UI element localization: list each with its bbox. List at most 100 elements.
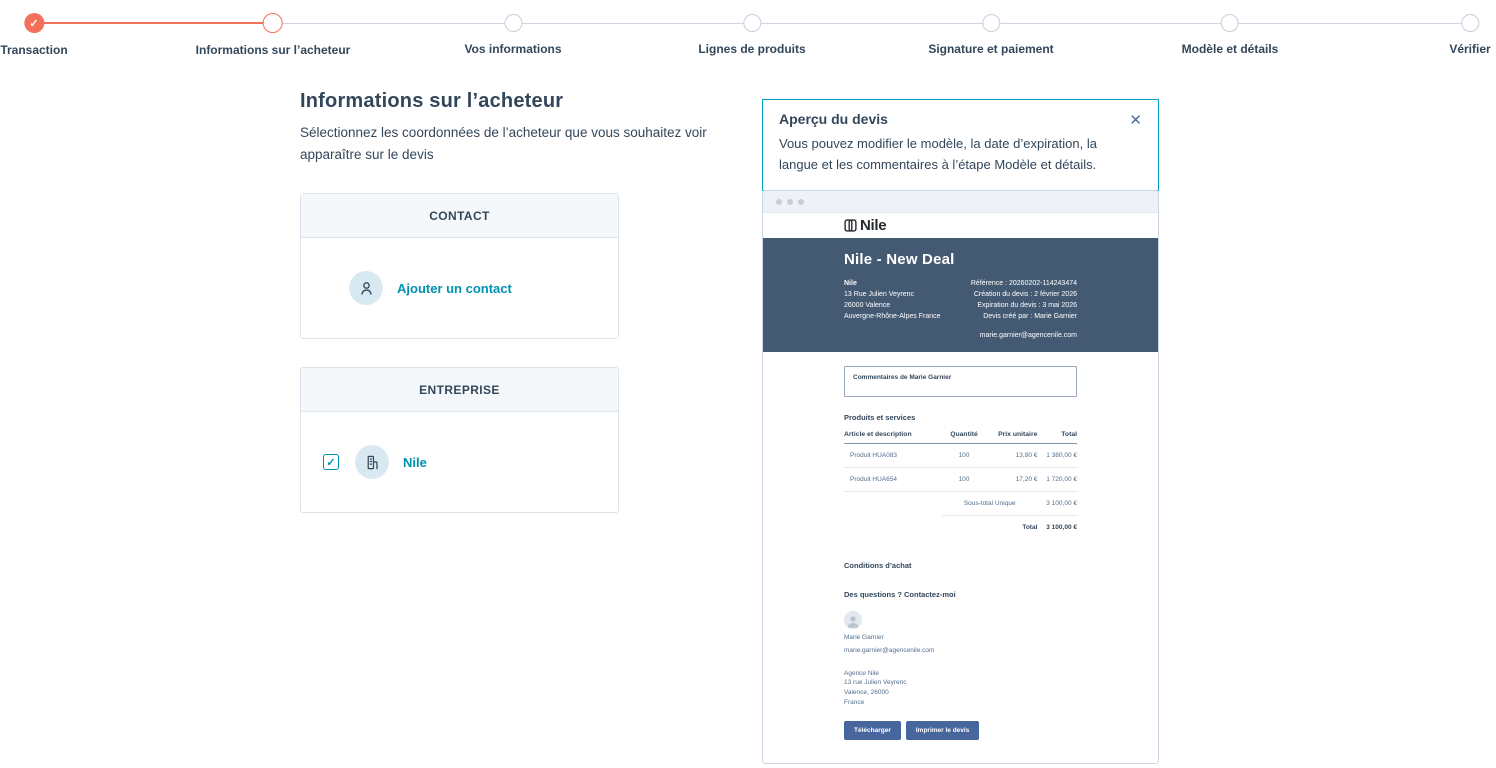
step-circle: [1460, 14, 1479, 32]
step-signature-paiement[interactable]: Signature et paiement: [928, 13, 1054, 56]
step-vos-informations[interactable]: Vos informations: [464, 13, 562, 56]
subtotal-value: 3 100,00 €: [1037, 491, 1077, 517]
window-dot: [798, 198, 804, 205]
quote-body: Commentaires de Marie Garnier Produits e…: [763, 352, 1158, 740]
quote-created-date: Création du devis : 2 février 2026: [973, 290, 1077, 298]
quote-title: Nile - New Deal: [844, 251, 955, 268]
conditions-heading: Conditions d’achat: [844, 561, 912, 571]
contact-avatar: [349, 271, 383, 306]
company-card-header: ENTREPRISE: [301, 368, 618, 413]
table-header-row: Article et description Quantité Prix uni…: [844, 431, 1077, 445]
quote-expiration-date: Expiration du devis : 3 mai 2026: [977, 301, 1077, 309]
step-circle: [1220, 14, 1239, 32]
quote-logo-text: Nile: [860, 217, 887, 234]
add-contact-link[interactable]: Ajouter un contact: [397, 280, 512, 296]
step-circle: [743, 14, 761, 32]
product-row: Produit HUA083 100 13,80 € 1 380,00 €: [844, 443, 1077, 469]
step-modele-details[interactable]: Modèle et détails: [1181, 13, 1279, 56]
subtotal-label: Sous-total Unique: [941, 491, 1038, 517]
col-unit-price: Prix unitaire: [986, 431, 1038, 445]
seller-address-line: Auvergne-Rhône-Alpes France: [844, 312, 941, 320]
col-total: Total: [1037, 431, 1077, 445]
print-quote-button[interactable]: Imprimer le devis: [905, 720, 980, 740]
products-heading: Produits et services: [844, 413, 916, 423]
seller-address-line: 26000 Valence: [844, 301, 891, 309]
agency-address-block: Agence Nile 13 rue Julien Veyrenc Valenc…: [844, 669, 1077, 708]
company-checkbox[interactable]: ✓: [323, 454, 339, 471]
col-quantity: Quantité: [941, 431, 987, 445]
total-row: Total 3 100,00 €: [844, 516, 1077, 540]
quote-created-by: Devis créé par : Marie Garnier: [983, 312, 1077, 320]
step-verifier[interactable]: Vérifier: [1449, 13, 1491, 56]
product-qty: 100: [941, 443, 987, 469]
person-silhouette-icon: [847, 616, 859, 629]
browser-chrome-bar: [763, 191, 1158, 213]
step-informations-acheteur[interactable]: Informations sur l’acheteur: [196, 13, 350, 57]
step-label: Modèle et détails: [1181, 42, 1279, 56]
step-label: Vos informations: [464, 42, 562, 56]
connector-upcoming: [273, 22, 1470, 24]
download-button[interactable]: Télécharger: [844, 720, 901, 740]
check-icon: ✓: [29, 17, 39, 30]
quote-reference: Référence : 20260202-114243474: [970, 280, 1077, 287]
person-icon: [360, 281, 372, 295]
company-link[interactable]: Nile: [403, 454, 427, 470]
step-completed-circle: ✓: [23, 13, 44, 33]
alert-body: Vous pouvez modifier le modèle, la date …: [779, 136, 1097, 173]
close-icon[interactable]: ✕: [1129, 112, 1142, 129]
company-card: ENTREPRISE ✓ Nile: [300, 367, 619, 514]
rep-name: Marie Garnier: [844, 634, 884, 642]
step-circle: [982, 14, 1000, 32]
comments-box: Commentaires de Marie Garnier: [844, 366, 1077, 398]
product-row: Produit HUA654 100 17,20 € 1 720,00 €: [844, 467, 1077, 493]
window-dot: [776, 198, 782, 205]
contact-card-header: CONTACT: [301, 194, 618, 239]
seller-address-block: Nile 13 Rue Julien Veyrenc 26000 Valence…: [844, 279, 941, 322]
quote-meta-block: Référence : 20260202-114243474 Création …: [971, 279, 1077, 322]
quote-preview-frame: Nile Nile - New Deal Nile 13 Rue Julien …: [762, 190, 1159, 764]
step-label: Transaction: [0, 43, 68, 57]
product-total: 1 380,00 €: [1037, 443, 1077, 469]
quote-preview-alert: Aperçu du devis Vous pouvez modifier le …: [762, 99, 1159, 191]
connector-completed: [34, 22, 273, 24]
step-circle: [504, 14, 522, 32]
agency-address-line: 13 rue Julien Veyrenc: [844, 679, 907, 687]
questions-heading: Des questions ? Contactez-moi: [844, 590, 956, 600]
seller-address-line: 13 Rue Julien Veyrenc: [844, 290, 915, 298]
check-icon: ✓: [326, 456, 336, 469]
building-icon: [367, 455, 378, 469]
product-name: Produit HUA654: [844, 467, 942, 493]
step-transaction[interactable]: ✓ Transaction: [0, 13, 68, 57]
product-name: Produit HUA083: [844, 443, 942, 469]
company-card-body: ✓ Nile: [301, 412, 618, 512]
agency-name: Agence Nile: [844, 669, 880, 677]
step-lignes-de-produits[interactable]: Lignes de produits: [698, 13, 806, 56]
contact-card-body: Ajouter un contact: [301, 238, 618, 338]
total-value: 3 100,00 €: [1046, 524, 1077, 532]
agency-address-line: Valence, 26000: [844, 689, 889, 697]
quote-header-band: Nile - New Deal Nile 13 Rue Julien Veyre…: [763, 238, 1158, 353]
product-unit-price: 17,20 €: [986, 467, 1038, 493]
product-total: 1 720,00 €: [1037, 467, 1077, 493]
step-label: Lignes de produits: [698, 42, 806, 56]
step-label: Signature et paiement: [928, 42, 1054, 56]
step-label: Vérifier: [1449, 42, 1491, 56]
alert-title: Aperçu du devis: [779, 111, 888, 127]
quote-actions: Télécharger Imprimer le devis: [844, 720, 1077, 740]
nile-logo-icon: [844, 219, 857, 232]
total-label: Total: [1022, 524, 1038, 532]
subtotal-row: Sous-total Unique 3 100,00 €: [844, 491, 1077, 517]
rep-email: marie.garnier@agencenile.com: [844, 647, 935, 655]
seller-name: Nile: [844, 280, 857, 287]
product-qty: 100: [941, 467, 987, 493]
company-avatar: [355, 445, 389, 480]
page-title: Informations sur l’acheteur: [300, 90, 564, 112]
page-subtitle: Sélectionnez les coordonnées de l’achete…: [300, 125, 707, 162]
buyer-info-section: Informations sur l’acheteur Sélectionnez…: [300, 90, 712, 514]
quote-creator-email: marie.garnier@agencenile.com: [979, 332, 1077, 340]
progress-stepper: ✓ Transaction Informations sur l’acheteu…: [0, 0, 1496, 58]
stepper-connector: [34, 22, 1470, 24]
products-table: Article et description Quantité Prix uni…: [844, 431, 1077, 539]
agency-address-line: France: [844, 698, 865, 706]
col-article: Article et description: [844, 431, 942, 445]
